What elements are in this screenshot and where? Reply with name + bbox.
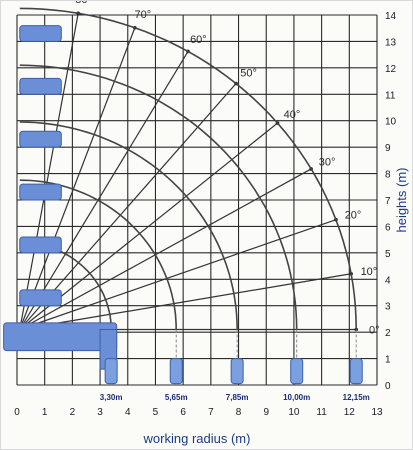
hook-icon	[290, 358, 304, 385]
reach-radius-label: 10,00m	[283, 393, 310, 402]
boom-angle-label: 30°	[319, 157, 336, 169]
reach-arc	[19, 121, 238, 330]
boom-angle-label: 10°	[361, 266, 378, 278]
hook-icon	[349, 358, 363, 385]
hook-icon	[230, 358, 244, 385]
y-tick-label: 12	[385, 64, 397, 75]
x-tick-label: 11	[316, 407, 327, 418]
reach-arc	[19, 7, 357, 330]
x-tick-label: 9	[263, 407, 269, 418]
crane-illustration	[3, 25, 363, 385]
y-tick-label: 0	[385, 381, 391, 392]
x-tick-label: 3	[97, 407, 103, 418]
x-tick-label: 10	[288, 407, 300, 418]
crane-boom-section	[19, 130, 62, 148]
boom-angle-line	[19, 219, 337, 331]
hook-icon	[169, 358, 183, 385]
crane-boom-section	[19, 289, 62, 307]
y-tick-label: 9	[385, 143, 391, 154]
y-tick-label: 13	[385, 37, 397, 48]
y-tick-label: 6	[385, 222, 391, 233]
boom-angle-line	[19, 122, 278, 330]
crane-boom-section	[19, 77, 62, 95]
reach-radius-label: 5,65m	[165, 393, 188, 402]
boom-angle-label: 70°	[135, 9, 152, 21]
reach-radius-label: 12,15m	[343, 393, 370, 402]
reach-arc	[19, 64, 298, 330]
boom-angle-line	[19, 13, 79, 330]
x-tick-label: 4	[125, 407, 131, 418]
x-tick-label: 0	[14, 407, 20, 418]
boom-angle-label: 50°	[240, 67, 257, 79]
y-tick-label: 7	[385, 196, 391, 207]
x-tick-label: 6	[180, 407, 186, 418]
boom-angle-line	[19, 168, 312, 331]
y-tick-label: 14	[385, 11, 397, 22]
boom-angle-line	[19, 83, 237, 330]
boom-angle-label: 40°	[284, 109, 301, 121]
reach-radius-label: 3,30m	[100, 393, 123, 402]
crane-boom-section	[19, 236, 62, 254]
x-tick-label: 7	[208, 407, 214, 418]
boom-angle-line	[19, 27, 136, 330]
y-tick-label: 2	[385, 328, 391, 339]
y-tick-label: 8	[385, 170, 391, 181]
x-tick-label: 12	[344, 407, 356, 418]
x-tick-label: 5	[153, 407, 159, 418]
y-tick-label: 10	[385, 117, 397, 128]
chart-grid	[16, 14, 378, 386]
reach-radius-label: 7,85m	[226, 393, 249, 402]
y-axis-title: heights (m)	[394, 167, 409, 232]
hook-icon	[104, 358, 118, 385]
boom-angle-lines	[19, 11, 359, 332]
chart-labels: 0 1 2 3 4 5 6 7 8 9 10 11 12 13012345678910111213143,…	[14, 1, 396, 418]
x-tick-label: 13	[371, 407, 383, 418]
boom-angle-line	[19, 51, 189, 330]
y-tick-label: 4	[385, 275, 391, 286]
boom-angle-label: 20°	[345, 210, 362, 222]
crane-boom-section	[19, 183, 62, 201]
boom-angle-label: 60°	[190, 34, 207, 46]
x-tick-label: 1	[42, 407, 48, 418]
y-tick-label: 1	[385, 355, 391, 366]
x-axis-title: working radius (m)	[143, 431, 251, 446]
boom-angle-line	[19, 273, 352, 331]
x-tick-label: 8	[236, 407, 242, 418]
y-tick-label: 3	[385, 302, 391, 313]
y-tick-label: 11	[385, 90, 396, 101]
x-tick-label: 2	[70, 407, 76, 418]
boom-angle-label: 0°	[369, 325, 380, 337]
boom-angle-label: 80°	[75, 1, 92, 6]
crane-boom-section	[19, 25, 62, 42]
y-tick-label: 5	[385, 249, 391, 260]
